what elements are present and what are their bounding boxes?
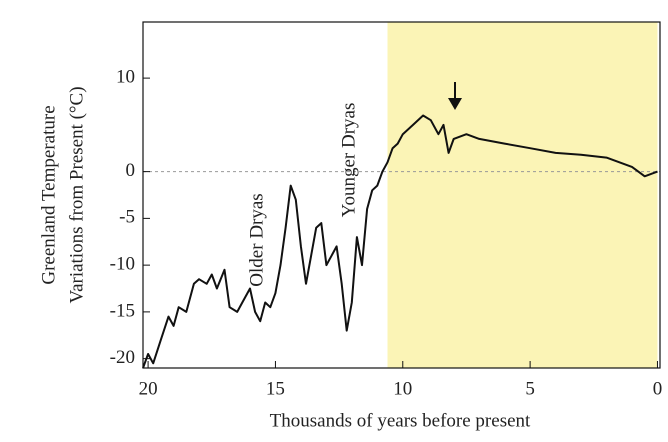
y-axis-label: Greenland Temperature [38,105,59,284]
x-tick-label: 20 [139,378,158,399]
temperature-line [142,114,658,369]
y-tick-label: -5 [119,207,135,228]
y-tick-label: -20 [110,347,135,368]
y-tick-label: -15 [110,300,135,321]
y-axis-label: Variations from Present (°C) [66,86,87,303]
x-tick-label: 15 [266,378,285,399]
plot-frame [142,21,661,369]
x-tick-label: 5 [525,378,535,399]
x-tick-label: 0 [653,378,663,399]
plot-area [142,21,661,369]
y-tick-label: 0 [126,160,136,181]
highlight-region [387,22,658,368]
annotation: Older Dryas [246,193,267,286]
x-tick-label: 10 [393,378,412,399]
y-tick-label: -10 [110,253,135,274]
y-tick-label: 10 [116,66,135,87]
annotation: Younger Dryas [338,103,359,218]
arrow [448,82,462,110]
x-axis-label: Thousands of years before present [270,410,531,431]
